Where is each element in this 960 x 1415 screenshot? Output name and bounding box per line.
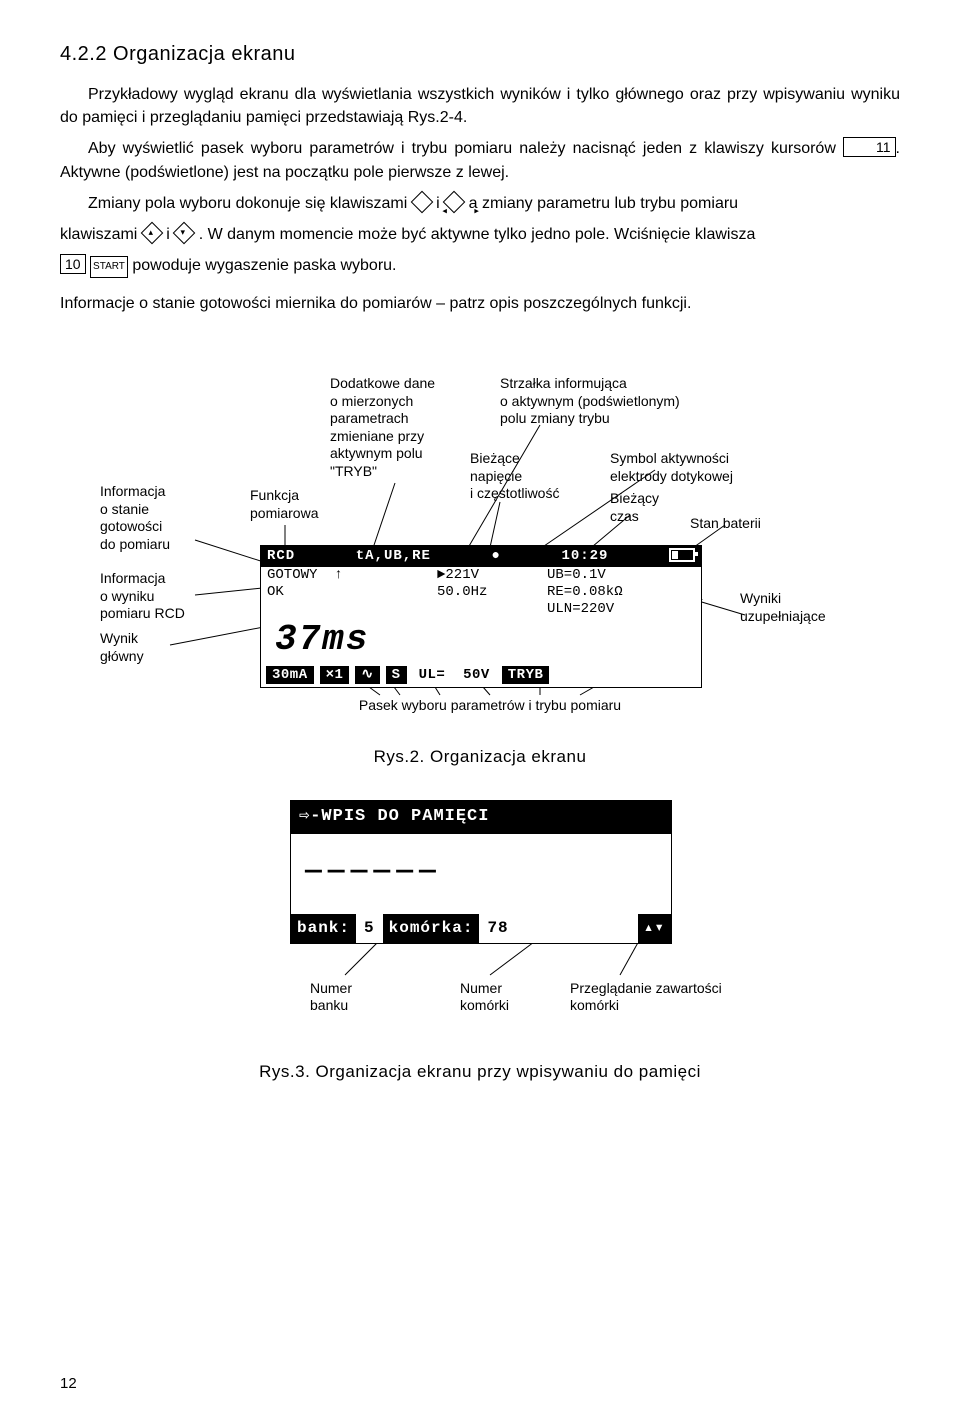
lcd2-dashes: —————— — [291, 834, 671, 915]
text: a zmiany parametru lub trybu pomiaru — [469, 195, 738, 212]
lcd-screen-2: ⇨-WPIS DO PAMIĘCI —————— bank: 5 komórka… — [290, 800, 672, 944]
lcd2-nav-arrows: ▴▾ — [638, 914, 671, 943]
label-funkcja: Funkcja pomiarowa — [250, 487, 318, 522]
lcd-param-30ma: 30mA — [266, 666, 314, 685]
paragraph: Aby wyświetlić pasek wyboru parametrów i… — [60, 137, 900, 183]
lcd-time: 10:29 — [561, 548, 608, 565]
label-numer-komorki: Numer komórki — [460, 980, 509, 1015]
text: . W danym momencie może być aktywne tylk… — [199, 226, 756, 243]
cursor-down-icon: ▾ — [173, 222, 196, 245]
label-info-wynik: Informacja o wyniku pomiaru RCD — [100, 570, 185, 623]
figure-2-caption: Rys.2. Organizacja ekranu — [60, 745, 900, 770]
figure-2: Informacja o stanie gotowości do pomiaru… — [100, 365, 860, 735]
lcd-ok: OK — [267, 584, 437, 601]
section-heading: 4.2.2 Organizacja ekranu — [60, 40, 900, 69]
lcd-re: RE=0.08kΩ — [547, 584, 695, 601]
lcd-screen-1: RCD tA,UB,RE ● 10:29 GOTOWY ↑ OK ►221V 5… — [260, 545, 702, 688]
lcd-param-tryb: TRYB — [502, 666, 550, 685]
lcd-param-ul: UL= 50V — [413, 666, 496, 685]
lcd2-cell-label: komórka: — [383, 914, 480, 943]
paragraph: klawiszami ▴ i ▾ . W danym momencie może… — [60, 223, 900, 246]
battery-icon — [669, 548, 695, 562]
lcd-uln: ULN=220V — [547, 601, 695, 618]
label-dodatkowe: Dodatkowe dane o mierzonych parametrach … — [330, 375, 435, 480]
lcd-params: tA,UB,RE — [356, 548, 431, 565]
lcd-frequency: 50.0Hz — [437, 584, 547, 601]
text: Aby wyświetlić pasek wyboru parametrów i… — [88, 140, 843, 157]
lcd-param-s: S — [386, 666, 407, 685]
cursor-up-icon: ▴ — [140, 222, 163, 245]
text: i — [166, 226, 174, 243]
keycap-start: START — [90, 256, 128, 278]
paragraph: Przykładowy wygląd ekranu dla wyświetlan… — [60, 83, 900, 129]
cursor-left-icon: ◂ — [410, 190, 433, 213]
paragraph: 10 START powoduje wygaszenie paska wybor… — [60, 254, 900, 278]
lcd-func: RCD — [267, 548, 295, 565]
lcd2-cell-value: 78 — [479, 914, 516, 943]
figure-3: ⇨-WPIS DO PAMIĘCI —————— bank: 5 komórka… — [200, 800, 760, 1050]
label-wynik-glowny: Wynik główny — [100, 630, 144, 665]
cursor-right-icon: ▸ — [443, 190, 466, 213]
lcd2-bank-label: bank: — [291, 914, 356, 943]
text: powoduje wygaszenie paska wyboru. — [132, 257, 396, 274]
text: klawiszami — [60, 226, 142, 243]
lcd-main-result: 37ms — [261, 618, 701, 663]
lcd2-bank-value: 5 — [356, 914, 383, 943]
label-biezace: Bieżące napięcie i częstotliwość — [470, 450, 559, 503]
lcd-param-wave: ∿ — [355, 666, 379, 685]
label-numer-banku: Numer banku — [310, 980, 352, 1015]
paragraph: Informacje o stanie gotowości miernika d… — [60, 292, 900, 315]
label-czas: Bieżący czas — [610, 490, 659, 525]
figure-3-caption: Rys.3. Organizacja ekranu przy wpisywani… — [60, 1060, 900, 1085]
label-wyniki-uzup: Wyniki uzupełniające — [740, 590, 826, 625]
keycap-10: 10 — [60, 254, 86, 274]
label-strzalka: Strzałka informująca o aktywnym (podświe… — [500, 375, 680, 428]
lcd-ready: GOTOWY ↑ — [267, 567, 437, 584]
lcd-voltage: ►221V — [437, 567, 547, 584]
label-info-stan: Informacja o stanie gotowości do pomiaru — [100, 483, 170, 553]
lcd-param-x1: ×1 — [320, 666, 350, 685]
label-pasek: Pasek wyboru parametrów i trybu pomiaru — [330, 697, 650, 715]
lcd-ub: UB=0.1V — [547, 567, 695, 584]
page-number: 12 — [60, 1373, 77, 1395]
label-przegladanie: Przeglądanie zawartości komórki — [570, 980, 722, 1015]
label-stan-baterii: Stan baterii — [690, 515, 761, 533]
lcd-activity-dot: ● — [492, 548, 501, 565]
keycap-11: 11 — [843, 137, 896, 157]
lcd2-title: ⇨-WPIS DO PAMIĘCI — [291, 801, 671, 834]
text: Zmiany pola wyboru dokonuje się klawisza… — [88, 195, 412, 212]
paragraph: Zmiany pola wyboru dokonuje się klawisza… — [60, 192, 900, 215]
label-symbol: Symbol aktywności elektrody dotykowej — [610, 450, 733, 485]
